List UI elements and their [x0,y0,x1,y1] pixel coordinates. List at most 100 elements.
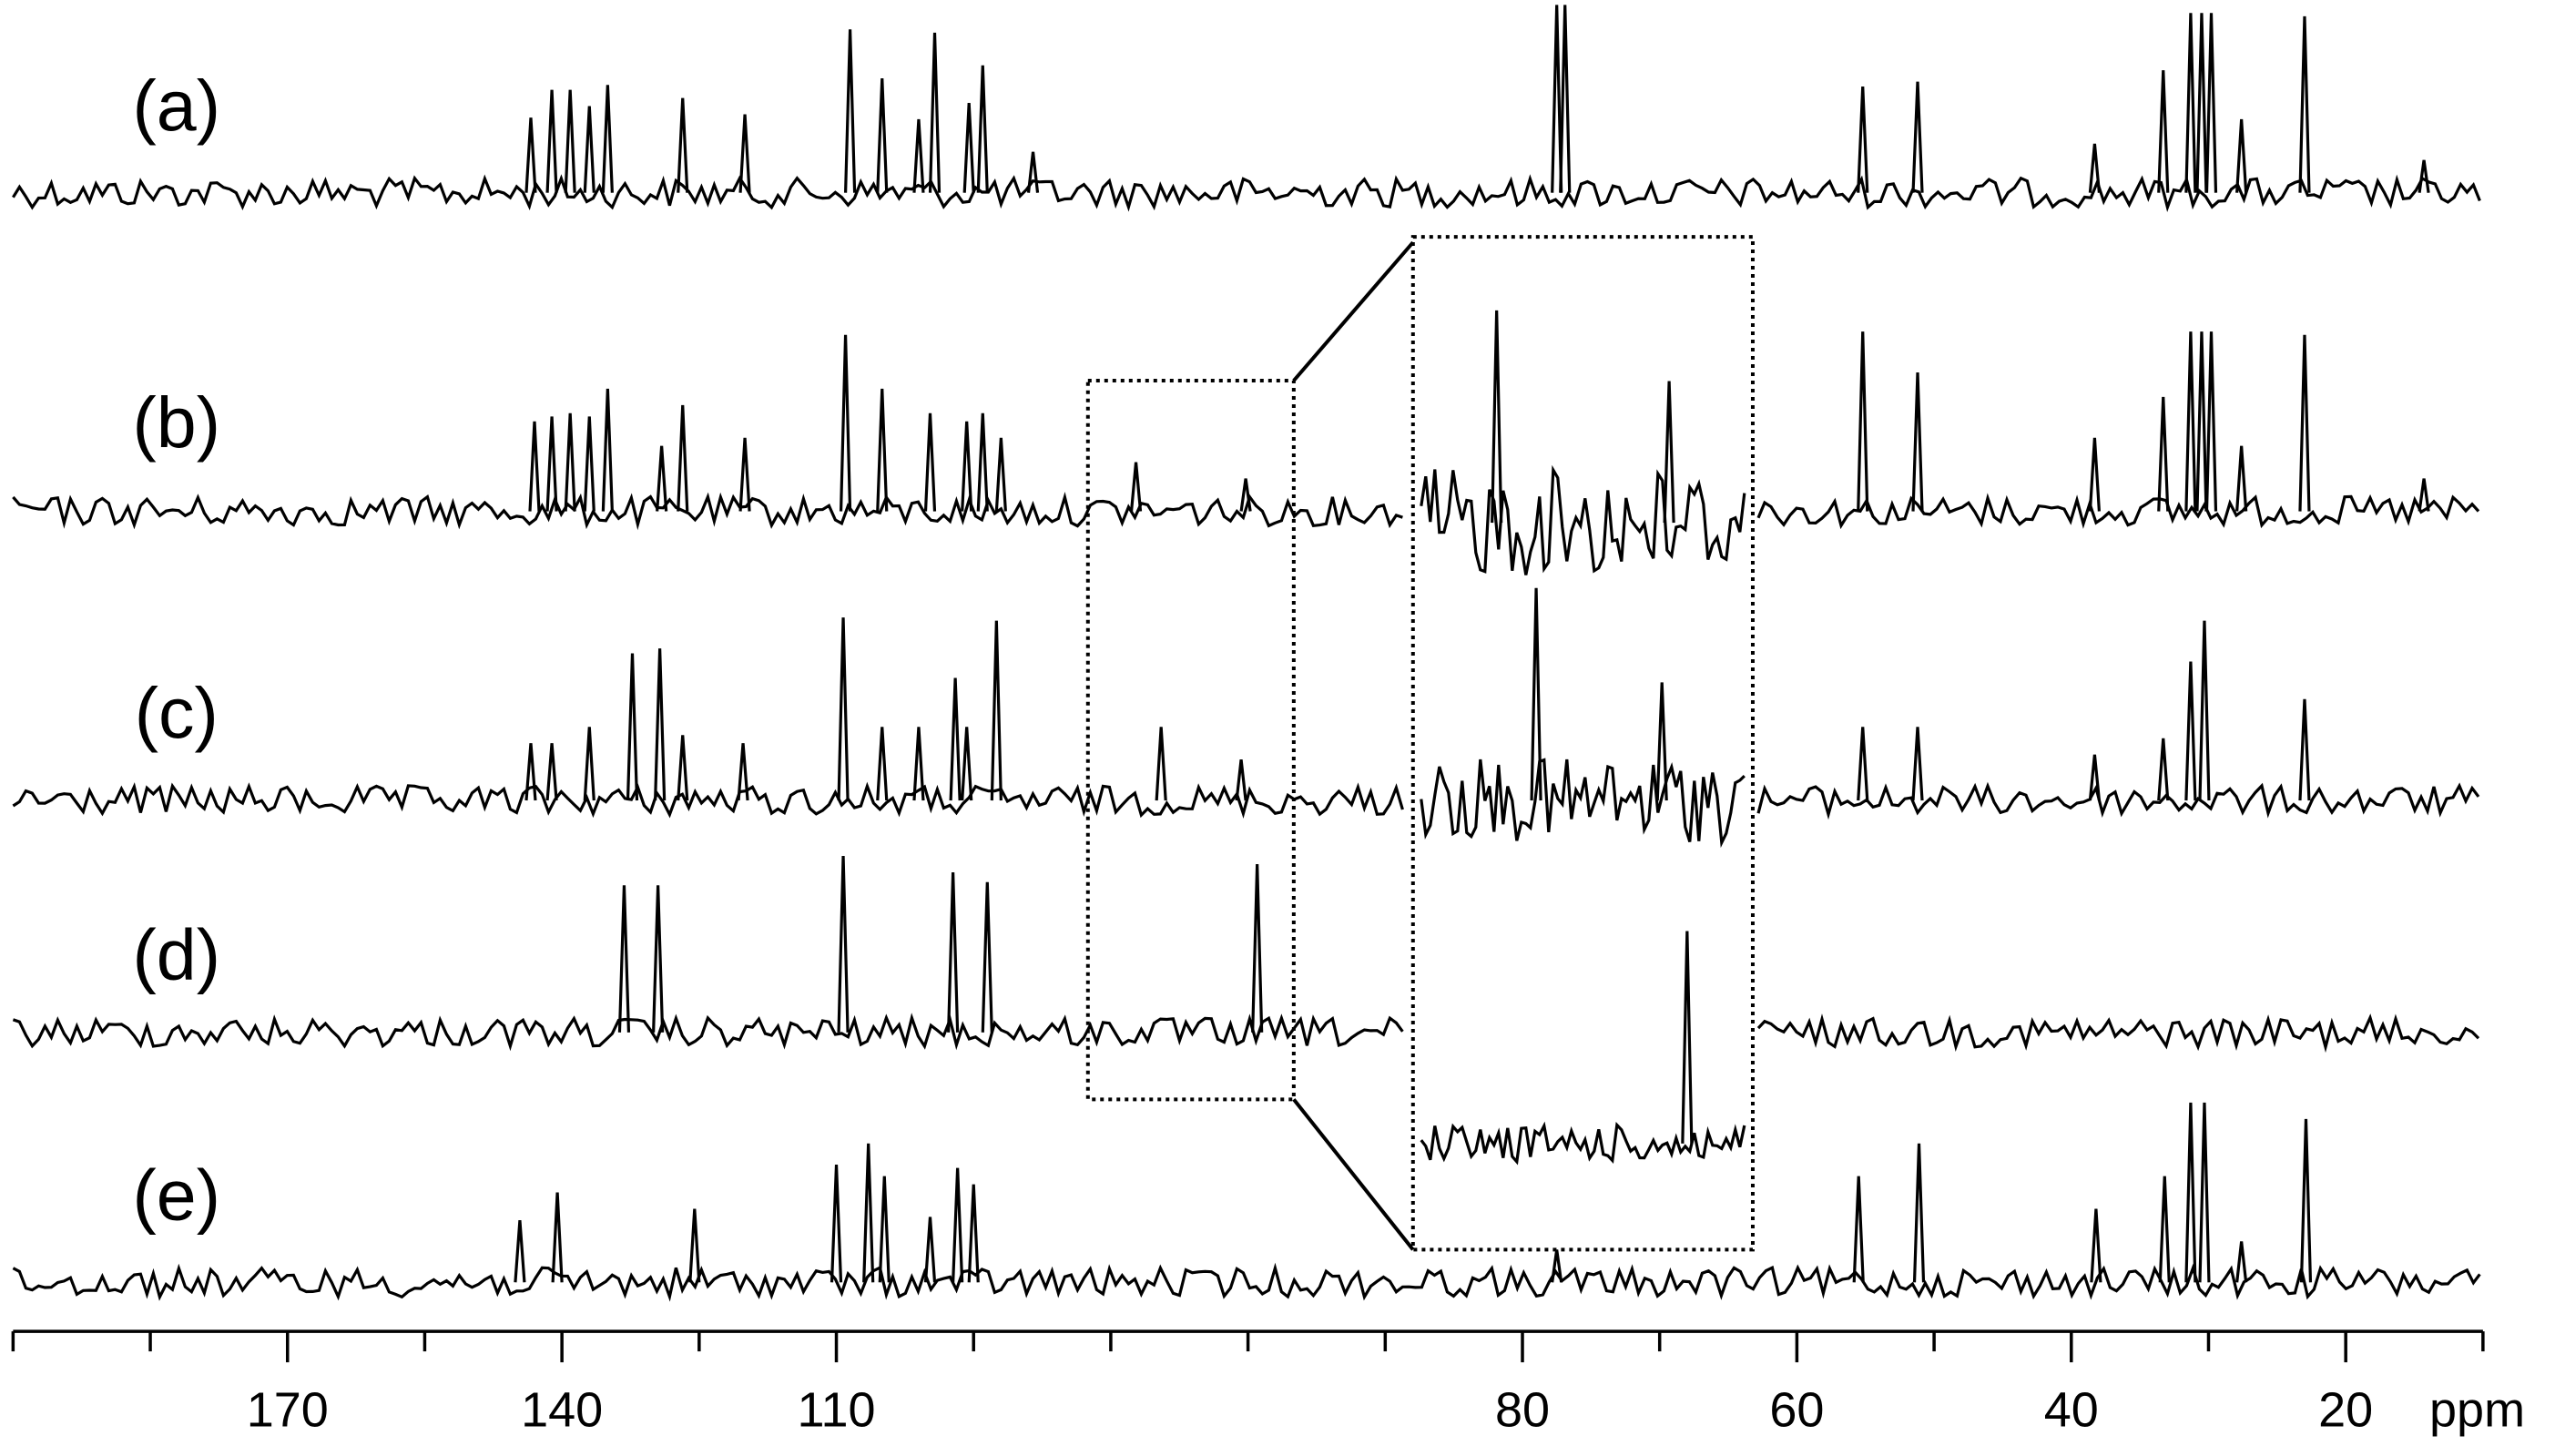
inset-peak [1530,587,1542,801]
peak [583,727,595,801]
peak [2184,13,2197,193]
peak [2157,396,2170,512]
peak [878,1176,891,1283]
peak [514,1220,526,1283]
inset-peak [1491,310,1503,524]
peak [2298,698,2311,801]
peak [1026,151,1040,193]
peak [912,118,925,193]
peak [961,727,973,801]
peak [1911,81,1924,193]
peak [1912,1143,1926,1283]
peak [967,1184,980,1283]
baseline-noise [12,781,1404,819]
peak [1551,5,1563,193]
baseline-noise [12,174,2481,212]
peak [626,653,639,801]
x-tick-label: 140 [521,1382,603,1437]
x-tick-label: 170 [247,1382,329,1437]
inset-noise [1420,464,1746,575]
peak [976,412,989,512]
peak [994,437,1007,512]
series-label: (a) [132,65,220,146]
peak [656,445,668,512]
peak [545,416,558,512]
x-tick-label: 20 [2318,1382,2373,1437]
inset-peak [1681,931,1694,1144]
peak [2195,331,2208,512]
peak [2298,15,2311,193]
x-tick-label: 80 [1495,1382,1550,1437]
peak [2184,661,2197,801]
peak [839,334,852,512]
peak [1155,727,1167,801]
peak [923,412,937,512]
zoom-region-box [1085,379,1296,1102]
peak [961,421,973,512]
peak [677,404,689,512]
peak [654,648,667,801]
peak [1251,863,1264,1033]
peak [923,1217,937,1283]
peak [1857,87,1869,193]
peak [2158,1176,2171,1283]
baseline-noise [1756,781,2480,820]
peak [551,1192,564,1283]
peak [583,106,595,193]
peak [2184,1102,2197,1283]
x-tick-label: 110 [797,1382,875,1437]
peak [990,620,1003,801]
peak [928,32,942,193]
baseline-noise [12,491,1403,531]
series-label: (d) [132,914,220,995]
baseline-noise [1756,493,2480,530]
peak [601,388,614,512]
peak [912,727,925,801]
peak [1911,727,1924,801]
peak [1551,1249,1563,1283]
peak [2088,143,2102,193]
peak [1239,478,1252,512]
peak [2088,437,2102,512]
peak [2157,70,2170,193]
peak [876,78,889,193]
peak [876,388,889,512]
baseline-noise [1756,1013,2480,1054]
peak [1559,5,1572,193]
peak [738,437,751,512]
peak [2204,331,2218,512]
inset-noise [1420,758,1746,849]
peak [1852,1176,1865,1283]
inset-noise [1420,1121,1746,1166]
peak [2088,754,2102,801]
peak [652,885,665,1033]
peak [738,114,751,193]
peak [2204,13,2218,193]
peak [862,1143,875,1283]
x-tick-label: 60 [1769,1382,1824,1437]
peak [2235,1241,2248,1283]
peak [2235,445,2248,512]
peak [528,421,541,512]
peak [583,416,595,512]
peak [617,885,631,1033]
series-label: (c) [135,672,219,753]
peak [843,29,857,193]
peak [677,97,689,193]
peak [2299,1118,2313,1283]
peak [949,677,962,801]
peak [981,881,993,1033]
peak [2184,331,2197,512]
peak [1129,462,1143,512]
peak [2235,118,2248,193]
peak [962,102,975,193]
x-axis-label: ppm [2429,1382,2525,1437]
peak [1857,331,1869,512]
zoom-connector [1292,240,1415,382]
inset-box [1410,235,1755,1252]
peak [947,871,960,1033]
peak [952,1167,964,1283]
peak [1235,759,1247,801]
peak [2157,738,2170,801]
